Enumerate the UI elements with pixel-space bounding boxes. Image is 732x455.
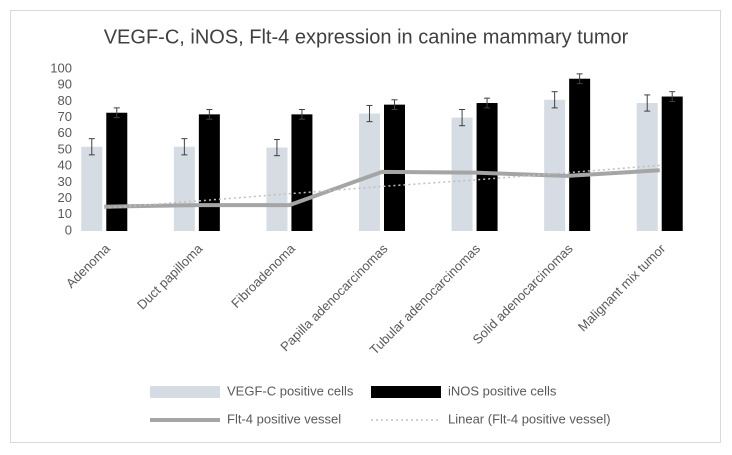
- y-tick-label: 20: [58, 190, 72, 205]
- legend-label: VEGF-C positive cells: [227, 383, 354, 398]
- y-tick-label: 0: [65, 222, 72, 237]
- bar: [569, 78, 591, 231]
- legend-label: Flt-4 positive vessel: [227, 411, 341, 426]
- legend-label: iNOS positive cells: [448, 383, 557, 398]
- line: [104, 168, 660, 209]
- y-tick-label: 30: [58, 174, 72, 189]
- error-bar: [181, 138, 188, 156]
- y-tick-label: 100: [50, 60, 72, 75]
- error-bar: [391, 99, 398, 110]
- chart-title: VEGF-C, iNOS, Flt-4 expression in canine…: [104, 26, 629, 48]
- y-tick-label: 60: [58, 125, 72, 140]
- bar: [198, 114, 220, 231]
- error-bar: [484, 97, 491, 109]
- y-tick-label: 80: [58, 93, 72, 108]
- y-tick-label: 10: [58, 206, 72, 221]
- error-bar: [669, 91, 676, 102]
- bar: [173, 146, 195, 231]
- error-bar: [551, 91, 558, 109]
- bar: [266, 147, 288, 231]
- error-bar: [298, 109, 305, 120]
- error-bar: [88, 138, 95, 156]
- error-bar: [576, 73, 583, 85]
- error-bar: [644, 94, 651, 112]
- legend-label: Linear (Flt-4 positive vessel): [448, 411, 611, 426]
- y-tick-label: 50: [58, 141, 72, 156]
- bar: [476, 103, 498, 231]
- bar: [106, 112, 128, 231]
- error-bar: [273, 138, 280, 157]
- bar: [359, 113, 380, 231]
- error-bar: [459, 109, 466, 127]
- error-bar: [366, 104, 373, 123]
- y-tick-label: 40: [58, 158, 72, 173]
- y-tick-label: 90: [58, 77, 72, 92]
- y-tick-label: 70: [58, 109, 72, 124]
- bar: [384, 104, 405, 231]
- legend-swatch: [150, 386, 220, 398]
- bar: [81, 146, 103, 231]
- error-bar: [113, 107, 120, 119]
- bar: [661, 96, 683, 231]
- legend-swatch: [371, 386, 441, 398]
- bar: [544, 99, 566, 231]
- bar: [636, 103, 658, 231]
- error-bar: [206, 109, 213, 120]
- bar: [291, 114, 313, 231]
